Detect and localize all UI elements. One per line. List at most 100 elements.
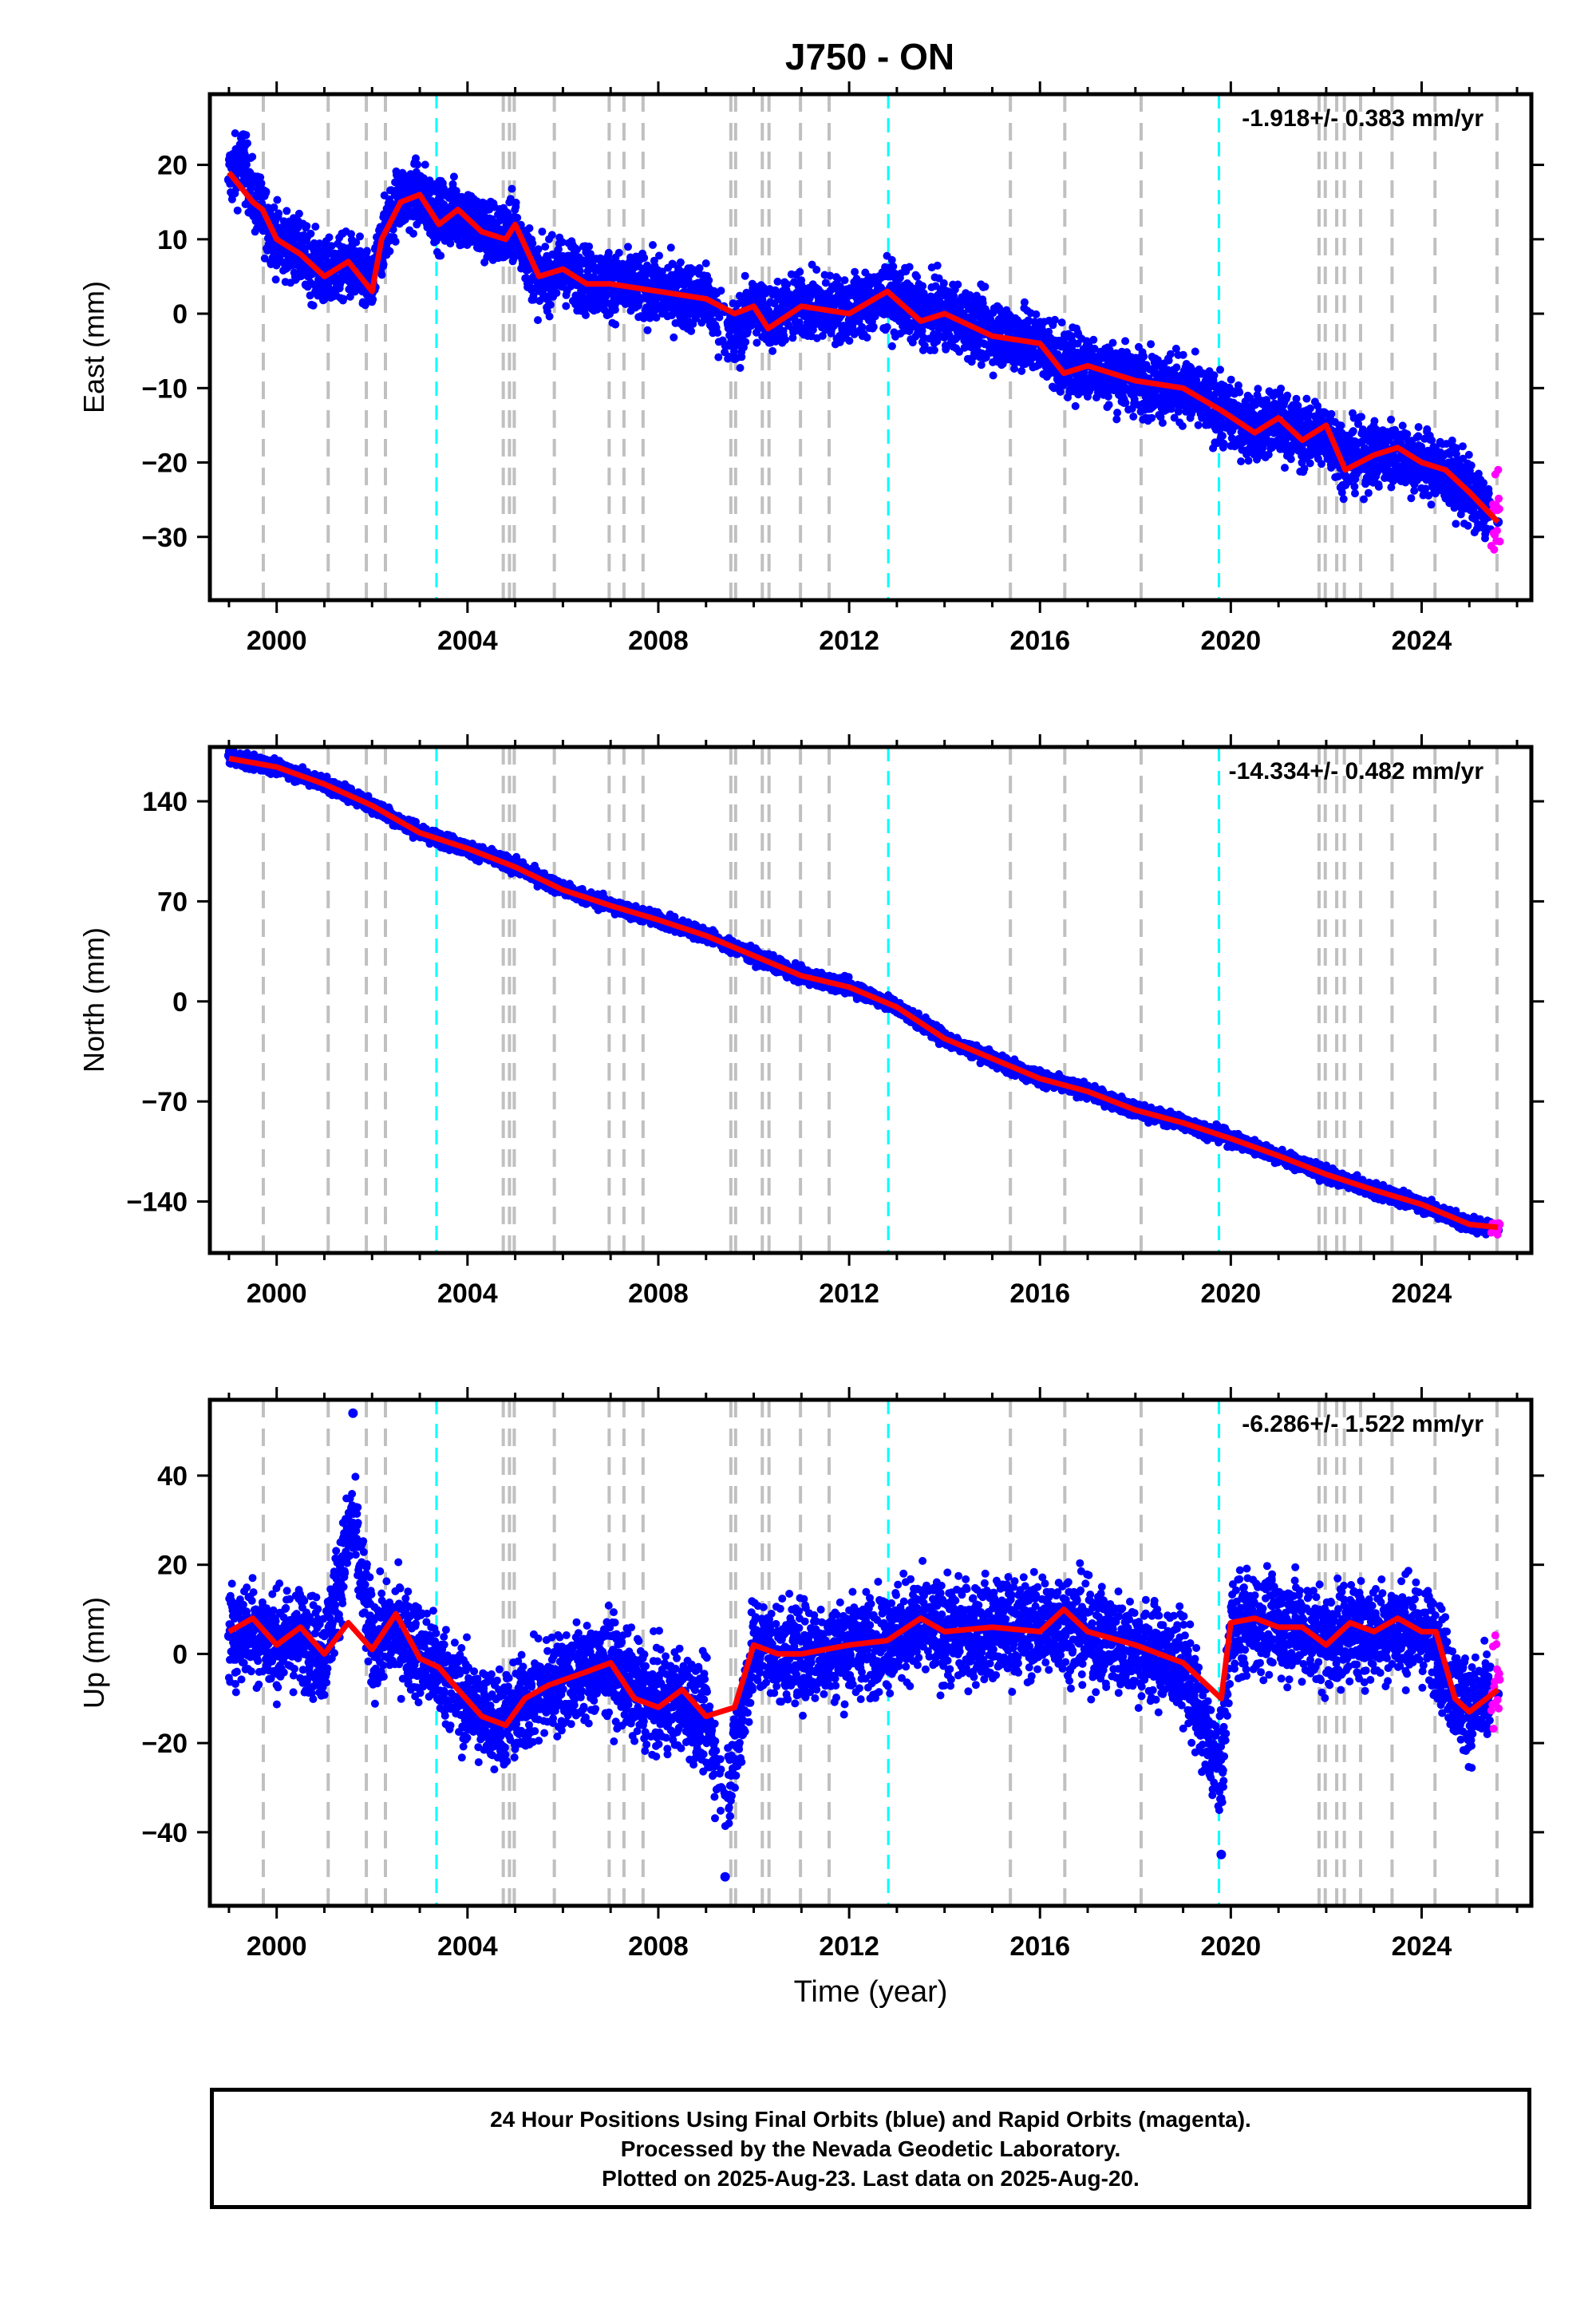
observation-point <box>858 322 867 331</box>
observation-point <box>736 364 745 372</box>
observation-point <box>714 353 723 362</box>
observation-point <box>1148 413 1156 422</box>
observation-point <box>1129 413 1138 421</box>
observation-point <box>905 263 914 271</box>
observation-point <box>687 326 696 335</box>
observation-point <box>446 239 455 248</box>
observation-point <box>713 329 722 337</box>
observation-point <box>610 306 619 314</box>
observation-point <box>795 318 804 326</box>
observation-point <box>1020 298 1029 306</box>
observation-point <box>1158 418 1167 427</box>
observation-point <box>248 152 257 161</box>
observation-point <box>425 176 434 185</box>
observation-point <box>1194 421 1203 429</box>
observation-point <box>1071 401 1080 410</box>
observation-point <box>933 261 942 270</box>
observation-point <box>887 342 896 350</box>
observation-point <box>1089 335 1098 344</box>
observation-point <box>954 280 962 289</box>
observation-point <box>346 292 354 301</box>
observation-point <box>347 230 355 239</box>
observation-point <box>311 223 320 231</box>
observation-point <box>604 248 613 257</box>
observation-point <box>256 173 265 182</box>
observation-point <box>1210 371 1219 380</box>
observation-point <box>546 300 555 309</box>
observation-point <box>845 337 854 345</box>
observation-point <box>413 160 422 169</box>
observation-point <box>512 198 520 207</box>
observation-point <box>655 251 663 260</box>
observation-point <box>262 188 271 196</box>
observation-point <box>692 314 700 323</box>
observation-point <box>781 335 789 344</box>
observation-point <box>356 232 364 241</box>
observation-point <box>1179 350 1187 359</box>
observation-point <box>701 259 710 267</box>
observation-point <box>1281 464 1289 472</box>
observation-point <box>768 346 777 355</box>
observation-point <box>437 251 445 260</box>
observation-point <box>267 211 275 219</box>
observation-point <box>306 229 315 238</box>
observation-point <box>243 160 251 169</box>
observation-point <box>715 313 724 322</box>
observation-point <box>233 206 242 215</box>
observation-point <box>913 272 922 281</box>
observation-point <box>741 338 750 346</box>
observation-point <box>575 267 584 275</box>
observation-point <box>1147 340 1156 349</box>
observation-point <box>812 266 821 274</box>
observation-point <box>271 275 280 284</box>
observation-point <box>1032 310 1041 318</box>
observation-point <box>611 320 620 329</box>
observation-point <box>302 222 311 231</box>
observation-point <box>391 237 400 246</box>
observation-point <box>1244 456 1253 465</box>
final-orbit-points <box>224 129 1495 543</box>
observation-point <box>534 316 542 325</box>
observation-point <box>1121 337 1130 346</box>
observation-point <box>571 291 580 300</box>
observation-point <box>273 196 282 204</box>
observation-point <box>1178 421 1187 430</box>
observation-point <box>270 203 279 211</box>
observation-point <box>676 258 685 267</box>
observation-point <box>419 174 428 183</box>
observation-point <box>369 295 377 304</box>
observation-point <box>257 179 266 188</box>
observation-point <box>534 245 543 254</box>
observation-point <box>1216 366 1224 374</box>
observation-point <box>869 322 878 331</box>
observation-point <box>327 242 336 251</box>
observation-point <box>1219 439 1228 448</box>
observation-point <box>695 264 704 272</box>
observation-point <box>1227 375 1235 384</box>
observation-point <box>275 209 283 218</box>
observation-point <box>315 239 324 247</box>
observation-point <box>573 245 581 254</box>
observation-point <box>649 241 657 249</box>
observation-point <box>1140 352 1148 361</box>
observation-point <box>309 301 318 310</box>
observation-point <box>942 345 950 354</box>
observation-point <box>582 310 590 319</box>
observation-point <box>558 238 567 247</box>
observation-point <box>741 271 749 280</box>
observation-point <box>585 242 594 251</box>
observation-point <box>1254 385 1262 393</box>
observation-point <box>808 326 817 334</box>
observation-point <box>409 229 417 238</box>
observation-point <box>1235 388 1244 397</box>
observation-point <box>538 227 547 236</box>
observation-point <box>294 209 303 218</box>
observation-point <box>918 282 927 290</box>
observation-point <box>541 243 550 251</box>
observation-point <box>1292 394 1301 403</box>
observation-point <box>352 238 361 247</box>
observation-point <box>834 275 843 283</box>
observation-point <box>545 312 554 321</box>
